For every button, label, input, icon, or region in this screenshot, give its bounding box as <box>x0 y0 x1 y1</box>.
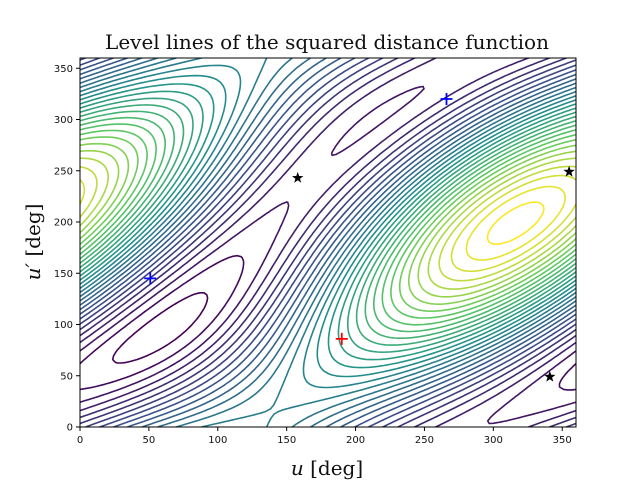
y-tick-label: 50 <box>60 371 73 382</box>
y-tick-label: 300 <box>54 115 73 126</box>
x-tick-label: 50 <box>143 435 156 446</box>
contour-level <box>80 97 576 353</box>
y-tick-label: 150 <box>54 269 73 280</box>
y-tick-label: 250 <box>54 166 73 177</box>
contour-level <box>80 104 576 346</box>
x-axis-label: u [deg] <box>291 456 363 480</box>
markers <box>144 93 575 382</box>
y-tick-label: 200 <box>54 218 73 229</box>
plus-marker <box>440 93 453 105</box>
x-tick-label: 300 <box>484 435 503 446</box>
y-tick-label: 100 <box>54 320 73 331</box>
x-axis: 0 50 100 150 200 250 300 350 <box>77 427 572 446</box>
contour-level <box>80 174 576 273</box>
x-tick-label: 200 <box>346 435 365 446</box>
contour-level <box>112 292 209 364</box>
contour-lines <box>80 58 576 427</box>
y-axis: 0 50 100 150 200 250 300 350 <box>54 64 80 434</box>
chart-title: Level lines of the squared distance func… <box>105 30 549 54</box>
star-marker <box>563 165 575 177</box>
contour-level <box>80 58 576 427</box>
x-tick-label: 250 <box>415 435 434 446</box>
contour-level <box>80 142 576 305</box>
contour-level <box>80 129 576 319</box>
contour-level <box>80 254 576 391</box>
contour-level <box>80 136 576 312</box>
y-axis-label: u′ [deg] <box>21 204 45 281</box>
contour-level <box>80 116 576 333</box>
contour-level <box>465 185 566 261</box>
contour-level <box>80 123 576 326</box>
contour-level <box>80 85 576 425</box>
contour-level <box>80 90 576 361</box>
x-tick-label: 100 <box>208 435 227 446</box>
x-axis-label-var: u <box>291 456 304 480</box>
y-tick-label: 350 <box>54 64 73 75</box>
contour-level <box>80 58 576 427</box>
x-axis-label-unit: [deg] <box>304 456 363 480</box>
plot-frame <box>79 57 577 428</box>
star-marker <box>544 370 556 382</box>
x-tick-label: 0 <box>77 435 83 446</box>
x-tick-label: 350 <box>553 435 572 446</box>
plus-marker <box>144 272 157 285</box>
plus-marker <box>335 332 348 345</box>
y-axis-label-var: u′ <box>21 263 45 281</box>
star-marker <box>292 171 304 183</box>
y-tick-label: 0 <box>67 423 73 434</box>
contour-level <box>80 110 576 339</box>
contour-level <box>80 83 576 369</box>
contour-level <box>80 149 576 298</box>
contour-level <box>486 201 545 245</box>
x-tick-label: 150 <box>277 435 296 446</box>
contour-level <box>80 157 576 290</box>
contour-level <box>80 74 576 378</box>
y-axis-label-unit: [deg] <box>21 204 45 263</box>
contour-level <box>80 58 576 427</box>
